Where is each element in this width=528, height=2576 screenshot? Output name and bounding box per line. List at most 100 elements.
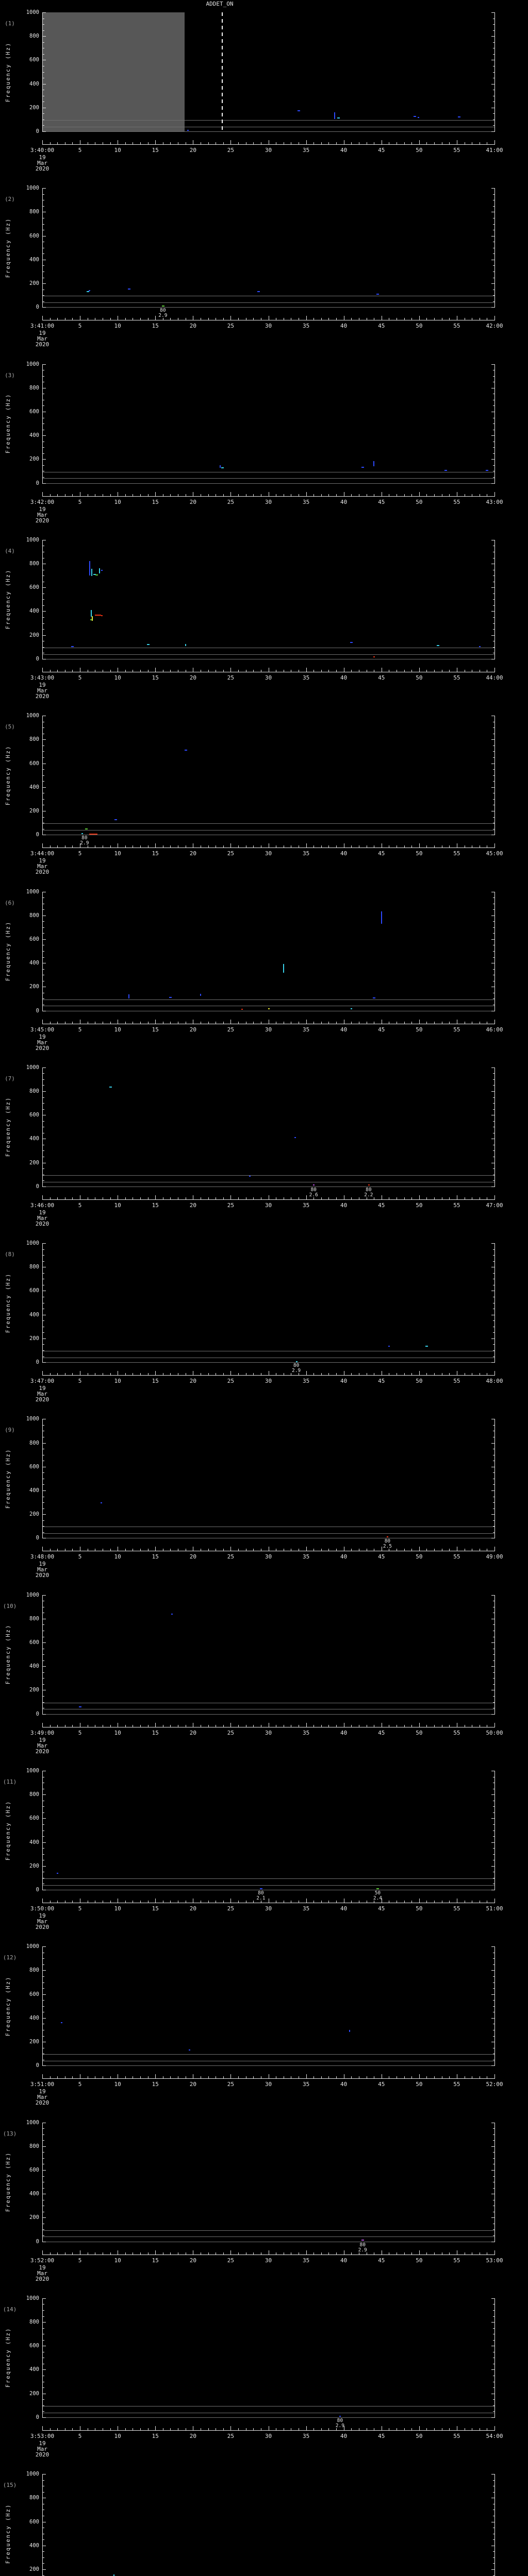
- axis-tick: [238, 1373, 239, 1376]
- axis-tick: [493, 1109, 495, 1110]
- x-tick-label: 20: [189, 674, 196, 681]
- y-tick-label: 1000: [26, 1768, 39, 1774]
- axis-tick: [42, 206, 44, 207]
- axis-tick: [494, 1899, 495, 1903]
- event-mark: [376, 1888, 380, 1889]
- event-mark: [437, 645, 440, 646]
- y-tick-label: 600: [29, 2343, 39, 2349]
- panel: 0 200 400 600 800 1000 3:44:00 5 10 15 20 25 30 35 40 4…: [0, 703, 528, 879]
- x-tick-label: 45: [378, 147, 385, 154]
- axis-tick: [321, 1197, 322, 1199]
- axis-tick: [491, 2569, 495, 2570]
- grid-line: [42, 2236, 495, 2238]
- axis-tick: [125, 669, 126, 672]
- axis-tick: [42, 1195, 43, 1199]
- axis-tick: [223, 2076, 224, 2079]
- y-tick-label: 200: [29, 1335, 39, 1342]
- axis-tick: [110, 318, 111, 320]
- axis-tick: [57, 1549, 58, 1551]
- axis-tick: [253, 2252, 254, 2255]
- grid-line: [42, 307, 495, 308]
- y-tick-label: 400: [29, 960, 39, 967]
- x-tick-label: 43:00: [486, 498, 503, 505]
- axis-tick: [493, 1085, 495, 1086]
- axis-tick: [110, 1373, 111, 1376]
- date-label: Mar: [37, 687, 47, 694]
- grid-line: [42, 478, 495, 479]
- x-tick-label: 20: [189, 147, 196, 154]
- axis-tick: [208, 1901, 209, 1903]
- x-tick-label: 5: [78, 1026, 82, 1033]
- x-tick-label: 10: [114, 1378, 121, 1385]
- x-tick-label: 15: [152, 1729, 159, 1736]
- axis-tick: [493, 1502, 495, 1503]
- axis-tick: [42, 781, 44, 782]
- y-tick-label: 400: [29, 608, 39, 615]
- axis-tick: [328, 142, 329, 144]
- date-label: 19: [39, 2264, 46, 2271]
- axis-tick: [491, 1443, 495, 1444]
- axis-tick: [493, 757, 495, 758]
- axis-tick: [125, 1901, 126, 1903]
- event-mark: [373, 461, 375, 467]
- x-tick-label: 45: [378, 2257, 385, 2264]
- event-mark: [79, 1706, 82, 1707]
- x-tick-label: 20: [189, 1905, 196, 1912]
- axis-tick: [170, 494, 171, 496]
- date-label: Mar: [37, 1566, 47, 1573]
- axis-tick: [223, 494, 224, 496]
- x-tick-label: 15: [152, 498, 159, 505]
- x-tick-label: 50:00: [486, 1729, 503, 1736]
- axis-tick: [42, 1806, 44, 1807]
- x-tick-label: 20: [189, 850, 196, 857]
- x-tick-label: 44:00: [486, 674, 503, 681]
- axis-tick: [125, 2428, 126, 2430]
- axis-tick: [411, 1197, 412, 1199]
- axis-tick: [351, 845, 352, 848]
- axis-tick: [434, 2252, 435, 2255]
- axis-tick: [493, 1964, 495, 1965]
- axis-tick: [238, 1724, 239, 1727]
- axis-tick: [491, 1994, 495, 1995]
- axis-tick: [42, 1371, 43, 1376]
- axis-tick: [57, 1373, 58, 1376]
- event-mark: [101, 570, 103, 571]
- axis-tick: [140, 845, 141, 848]
- axis-tick: [493, 376, 495, 377]
- axis-tick: [336, 318, 337, 320]
- y-tick-label: 800: [29, 1967, 39, 1974]
- axis-tick: [170, 2428, 171, 2430]
- axis-tick: [208, 1549, 209, 1551]
- axis-tick: [493, 817, 495, 818]
- event-mark: [361, 2240, 365, 2241]
- axis-tick: [42, 1812, 44, 1813]
- y-tick-label: 600: [29, 1815, 39, 1822]
- event-mark: [81, 833, 84, 834]
- panel-index-label: (8): [5, 1251, 15, 1258]
- x-tick-label: 15: [152, 2081, 159, 2088]
- figure-title: ADDET_ON: [206, 1, 234, 7]
- y-tick-label: 200: [29, 104, 39, 111]
- axis-tick: [491, 2065, 495, 2066]
- frequency-axis-label: Frequency (Hz): [5, 1097, 11, 1157]
- event-annotation: 80 2.6: [303, 1187, 324, 1198]
- x-tick-label: 5: [78, 147, 82, 154]
- x-tick-label: 55: [453, 2432, 460, 2439]
- axis-tick: [42, 817, 44, 818]
- y-tick-label: 400: [29, 2014, 39, 2021]
- axis-tick: [42, 1666, 46, 1667]
- event-mark: [349, 2029, 351, 2032]
- y-tick-label: 800: [29, 1264, 39, 1270]
- axis-tick: [125, 318, 126, 320]
- axis-tick: [351, 1021, 352, 1024]
- x-tick-label: 10: [114, 2432, 121, 2439]
- axis-tick: [223, 1021, 224, 1024]
- event-mark: [189, 2049, 191, 2051]
- axis-tick: [42, 2480, 44, 2481]
- axis-tick: [230, 492, 232, 496]
- x-tick-label: 30: [265, 1026, 272, 1033]
- axis-tick: [491, 2217, 495, 2218]
- y-tick-label: 800: [29, 2495, 39, 2501]
- grid-line: [42, 120, 495, 121]
- y-tick-label: 800: [29, 33, 39, 40]
